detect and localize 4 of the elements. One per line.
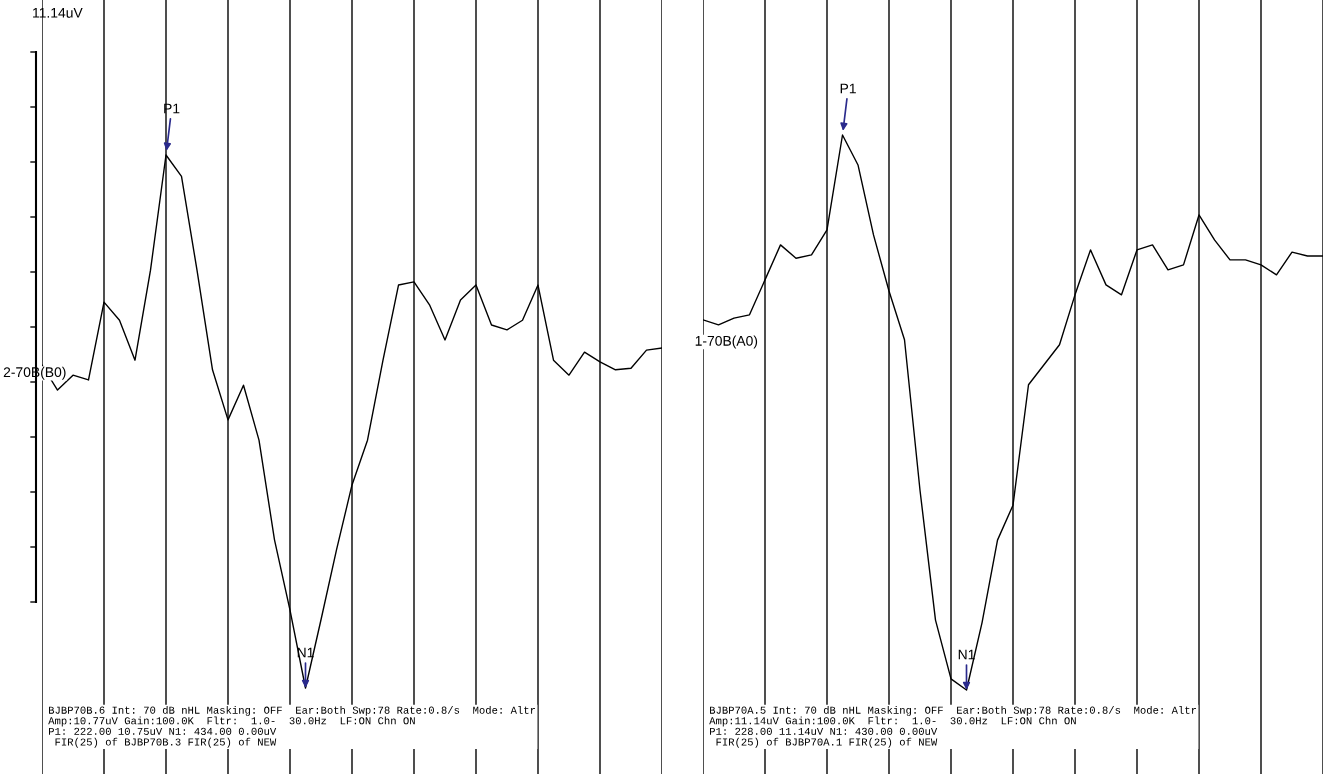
text: BJBP70A.5 Int: 70 dB nHL Masking: OFF Ear:Both Swp:78 Rate:0.8/s Mode: Altr Amp:11.14uV Gain:100.0K Fltr: 1.0- 30.0Hz LF:ON Chn ON P1: 228.00 11.14uV N1: 430.00 0.00uV FIR(25) of BJBP70A.1 FIR(25) of NEW bbox=[709, 706, 1196, 748]
series-label: 1-70B(A0) bbox=[695, 335, 758, 349]
text: BJBP70B.6 Int: 70 dB nHL Masking: OFF Ear:Both Swp:78 Rate:0.8/s Mode: Altr Amp:10.77uV Gain:100.0K Fltr: 1.0- 30.0Hz LF:ON Chn ON P1: 222.00 10.75uV N1: 434.00 0.00uV FIR(25) of BJBP70B.3 FIR(25) of NEW bbox=[48, 706, 535, 748]
text: P1 bbox=[840, 83, 856, 94]
